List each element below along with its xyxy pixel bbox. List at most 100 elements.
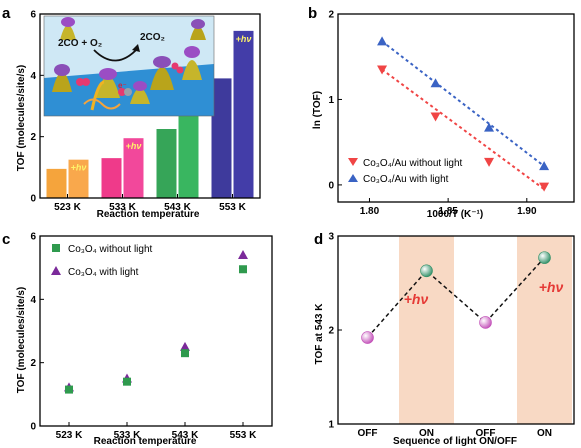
bar-hv-label: +hν — [71, 163, 87, 173]
panel-b: b ln (TOF) 1000/T (K⁻¹) 0 1 2 1.80 1.85 1.90… — [308, 5, 575, 220]
panel-d-hv-annotation-2: +hν — [539, 279, 564, 295]
ytick-label: 4 — [30, 71, 36, 82]
panel-b-label: b — [308, 5, 317, 22]
panel-d-yticks: 1 2 3 — [328, 232, 342, 431]
panel-c-yticks: 0 2 4 6 — [30, 232, 44, 433]
xtick-label: 1.80 — [360, 206, 380, 217]
inset-reaction-arrow — [93, 47, 139, 62]
panel-b-frame — [337, 13, 575, 203]
xtick-label: 553 K — [219, 202, 246, 213]
bar-dark — [156, 129, 177, 198]
data-point — [377, 65, 388, 75]
bar-light — [123, 138, 144, 198]
data-point — [420, 264, 433, 278]
fit-line — [381, 40, 545, 167]
panel-d-shading — [399, 236, 572, 424]
data-point — [539, 161, 550, 171]
panel-a-inset: e⁻ 2CO + O₂ 2CO₂ — [43, 15, 215, 117]
inset-catalyst-grains — [52, 17, 206, 104]
panel-c-xlabel: Reaction temperature — [94, 436, 197, 447]
inset-product: 2CO₂ — [140, 32, 165, 43]
legend-with-light: Co₃O₄/Au with light — [363, 174, 449, 185]
light-on-region — [399, 236, 454, 424]
inset-molecules — [76, 62, 184, 96]
xtick-label: 533 K — [114, 430, 141, 441]
data-point-without-light — [239, 265, 247, 274]
panel-a-bars: +hν+hν+hν+hν — [46, 30, 254, 198]
xtick-label: 553 K — [230, 430, 257, 441]
bar-hv-label: +hν — [126, 141, 142, 151]
panel-b-xlabel: 1000/T (K⁻¹) — [427, 209, 483, 220]
inset-electron: e⁻ — [118, 81, 127, 90]
bar-light — [233, 30, 254, 198]
ytick-label: 2 — [30, 132, 36, 143]
xtick-label: OFF — [358, 428, 378, 439]
legend-co3o4-without-light: Co₃O₄ without light — [68, 244, 153, 255]
panel-a-xlabel: Reaction temperature — [97, 209, 200, 220]
panel-c-plot — [64, 250, 248, 394]
panel-d-hv-annotation-1: +hν — [404, 291, 429, 307]
panel-d-label: d — [314, 231, 323, 248]
panel-b-yticks: 0 1 2 — [328, 10, 342, 191]
ytick-label: 6 — [30, 10, 36, 21]
data-point — [484, 122, 495, 132]
inset-wave-icon — [83, 98, 121, 110]
fit-line — [381, 68, 545, 190]
ytick-label: 0 — [30, 194, 36, 205]
data-point — [377, 36, 388, 46]
panel-c-xticks: 523 K 533 K 543 K 553 K — [56, 422, 257, 441]
panel-c-frame — [39, 235, 273, 427]
panel-c-label: c — [2, 231, 10, 248]
panel-a-frame — [39, 13, 261, 199]
xtick-label: 523 K — [54, 202, 81, 213]
panel-d-ylabel: TOF at 543 K — [314, 303, 325, 365]
bar-dark — [211, 78, 232, 198]
panel-d: d TOF at 543 K Sequence of light ON/OFF … — [314, 231, 575, 447]
trend-line — [366, 257, 546, 339]
inset-arrowhead — [132, 44, 140, 52]
ytick-label: 6 — [30, 232, 36, 243]
panel-d-frame — [337, 235, 575, 425]
panel-a-label: a — [2, 5, 11, 22]
xtick-label: 523 K — [56, 430, 83, 441]
data-point — [361, 331, 374, 344]
bar-light — [68, 159, 89, 198]
ytick-label: 3 — [328, 232, 334, 243]
data-point — [430, 78, 441, 88]
ytick-label: 1 — [328, 420, 334, 431]
legend-co3o4-with-light: Co₃O₄ with light — [68, 267, 139, 278]
bar-dark — [46, 168, 67, 198]
legend-marker-green-square — [52, 244, 60, 252]
ytick-label: 0 — [30, 422, 36, 433]
panel-b-plot — [377, 36, 550, 192]
panel-c: c TOF (molecules/site/s) Reaction temper… — [2, 231, 273, 447]
panel-b-ylabel: ln (TOF) — [312, 91, 323, 129]
panel-b-legend: Co₃O₄/Au without light Co₃O₄/Au with lig… — [348, 158, 463, 185]
ytick-label: 0 — [328, 180, 334, 191]
data-point — [538, 251, 551, 264]
ytick-label: 4 — [30, 295, 36, 306]
bar-light — [178, 98, 199, 198]
xtick-label: 533 K — [109, 202, 136, 213]
data-point-without-light — [65, 385, 73, 394]
xtick-label: 543 K — [164, 202, 191, 213]
panel-c-ylabel: TOF (molecules/site/s) — [16, 287, 27, 394]
light-on-region — [517, 236, 572, 424]
panel-a: a TOF (molecules/site/s) Reaction temper… — [2, 5, 261, 220]
xtick-label: ON — [537, 428, 552, 439]
ytick-label: 2 — [328, 326, 334, 337]
data-point — [484, 157, 495, 167]
data-point-without-light — [181, 349, 189, 358]
panel-a-ylabel: TOF (molecules/site/s) — [16, 65, 27, 172]
data-point-without-light — [123, 377, 131, 386]
legend-marker-blue-triangle-up — [348, 174, 358, 182]
legend-marker-red-triangle-down — [348, 158, 358, 166]
ytick-label: 2 — [30, 358, 36, 369]
ytick-label: 2 — [328, 10, 334, 21]
bar-hv-label: +hν — [236, 34, 252, 44]
panel-c-legend: Co₃O₄ without light Co₃O₄ with light — [51, 244, 153, 278]
data-point-with-light — [238, 250, 248, 259]
xtick-label: 543 K — [172, 430, 199, 441]
xtick-label: ON — [419, 428, 434, 439]
